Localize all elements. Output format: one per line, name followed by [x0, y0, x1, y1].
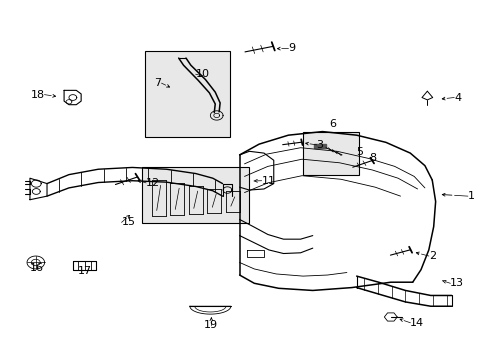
Text: 5: 5 — [356, 147, 363, 157]
Text: 6: 6 — [328, 120, 335, 129]
Text: 12: 12 — [146, 178, 160, 188]
Polygon shape — [384, 313, 396, 321]
Text: 7: 7 — [154, 78, 161, 88]
Text: 11: 11 — [261, 176, 275, 186]
Text: 1: 1 — [467, 191, 474, 201]
Text: 14: 14 — [409, 318, 424, 328]
Polygon shape — [73, 261, 96, 270]
Polygon shape — [189, 306, 230, 314]
Polygon shape — [421, 91, 432, 100]
Text: 3: 3 — [316, 140, 323, 150]
Text: 2: 2 — [428, 251, 435, 261]
Text: 15: 15 — [122, 217, 135, 227]
Polygon shape — [30, 178, 47, 200]
Bar — [144, 51, 229, 137]
Text: 17: 17 — [77, 266, 91, 276]
Text: 4: 4 — [453, 93, 460, 103]
Text: 19: 19 — [204, 320, 218, 330]
Text: 9: 9 — [288, 44, 295, 53]
Polygon shape — [27, 256, 44, 269]
Text: 18: 18 — [30, 90, 44, 100]
Polygon shape — [210, 111, 223, 120]
Text: 16: 16 — [30, 263, 44, 273]
Text: 8: 8 — [368, 153, 376, 163]
Text: 13: 13 — [449, 278, 463, 288]
Bar — [142, 167, 249, 223]
Bar — [303, 132, 358, 175]
Text: 10: 10 — [195, 69, 209, 79]
Polygon shape — [314, 144, 325, 148]
